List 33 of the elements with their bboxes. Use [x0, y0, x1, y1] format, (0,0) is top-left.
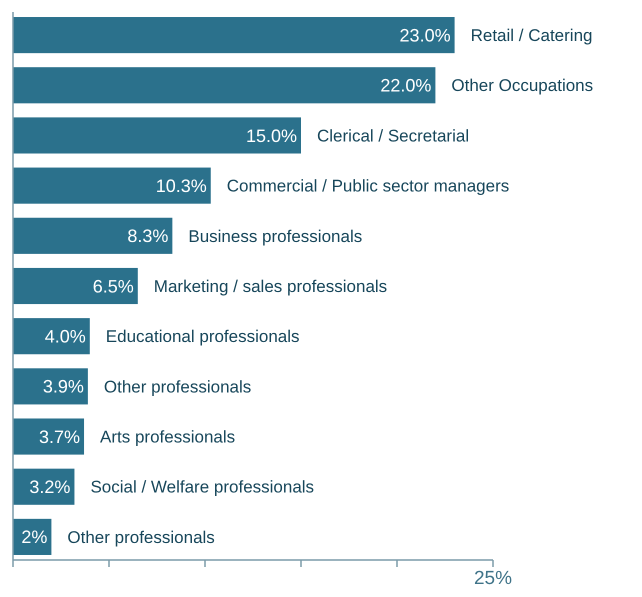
bar: [13, 318, 90, 354]
data-label: 10.3%: [156, 176, 207, 196]
y-tick-label: Marketing / sales professionals: [154, 276, 388, 296]
data-label: 6.5%: [92, 276, 134, 296]
data-label: 3.2%: [29, 477, 70, 498]
y-tick-label: Retail / Catering: [470, 26, 592, 46]
y-tick-label: Clerical / Secretarial: [317, 126, 470, 146]
x-tick-label: 25%: [474, 568, 512, 589]
y-tick-label: Social / Welfare professionals: [90, 478, 314, 497]
y-tick-label: Business professionals: [188, 226, 362, 246]
y-tick-label: Educational professionals: [106, 327, 300, 346]
y-tick-label: Other professionals: [104, 377, 252, 396]
bar: [13, 368, 88, 404]
y-tick-label: Other Occupations: [451, 76, 594, 96]
data-label: 3.7%: [39, 426, 80, 447]
bar: [13, 168, 211, 204]
y-tick-label: Other professionals: [67, 528, 215, 547]
data-label: 22.0%: [380, 76, 432, 96]
data-label: 2%: [21, 527, 48, 548]
y-tick-label: Arts professionals: [100, 428, 236, 446]
bar: [13, 67, 436, 104]
data-label: 3.9%: [42, 376, 84, 397]
data-label: 4.0%: [44, 326, 86, 346]
data-label: 8.3%: [127, 226, 168, 246]
y-tick-label: Commercial / Public sector managers: [226, 176, 510, 196]
bar: [13, 17, 455, 54]
data-label: 23.0%: [400, 25, 451, 46]
bar: [13, 468, 74, 505]
bar: [13, 218, 172, 254]
bar: [13, 117, 301, 154]
bar: [13, 268, 138, 304]
data-label: 15.0%: [246, 126, 297, 146]
bar: [13, 418, 84, 455]
